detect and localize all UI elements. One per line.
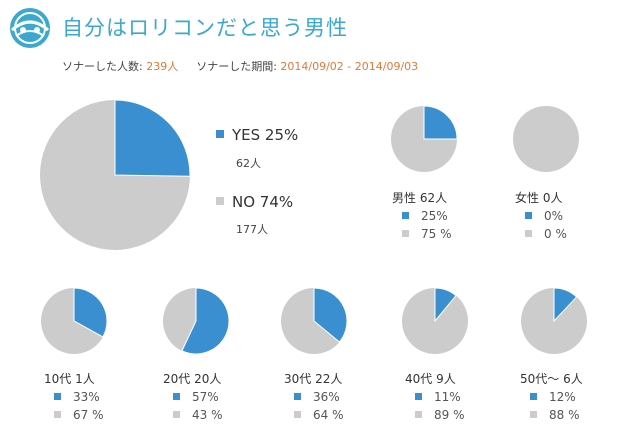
pie-20s-swatch-no <box>173 411 180 418</box>
pie-20s-swatch-yes <box>173 393 180 400</box>
pie-male-pct-no-text: 75 % <box>421 227 452 241</box>
respondents-value: 239人 <box>146 60 179 73</box>
pie-30s-swatch-no <box>294 411 301 418</box>
pie-male-pct-no: 75 % <box>402 227 452 241</box>
period-label: ソナーした期間: <box>196 60 281 73</box>
sonar-logo-icon <box>10 8 50 48</box>
pie-male-swatch-no <box>402 230 409 237</box>
pie-male-slice-yes <box>423 105 458 140</box>
pie-30s-slice-yes <box>313 287 348 343</box>
pie-50s-plus-pct-no: 88 % <box>530 408 580 422</box>
pie-40s-swatch-no <box>415 411 422 418</box>
legend-no: NO 74% <box>216 193 293 211</box>
pie-50s-plus-group-label: 50代～ 6人 <box>520 372 583 386</box>
pie-female-swatch-yes <box>525 212 532 219</box>
legend-no-swatch <box>216 197 224 205</box>
pie-male-pct-yes: 25% <box>402 209 448 223</box>
pie-50s-plus-slice-yes <box>553 287 578 323</box>
pie-30s-pct-no-text: 64 % <box>313 408 344 422</box>
pie-male-pct-yes-text: 25% <box>421 209 448 223</box>
pie-10s-pct-yes: 33% <box>54 390 100 404</box>
pie-30s-group-label: 30代 22人 <box>284 372 343 386</box>
pie-50s-plus-pct-yes: 12% <box>530 390 576 404</box>
pie-30s-chart <box>281 287 348 354</box>
pie-male-swatch-yes <box>402 212 409 219</box>
period-value: 2014/09/02 - 2014/09/03 <box>280 60 419 73</box>
pie-10s-swatch-no <box>54 411 61 418</box>
pie-female-chart <box>513 106 579 172</box>
pie-20s-pct-no: 43 % <box>173 408 223 422</box>
pie-10s-swatch-yes <box>54 393 61 400</box>
pie-40s-pct-yes-text: 11% <box>434 390 461 404</box>
pie-male-group-label: 男性 62人 <box>392 191 448 205</box>
pie-20s-pct-yes: 57% <box>173 390 219 404</box>
pie-female-pct-no: 0 % <box>525 227 567 241</box>
pie-female-swatch-no <box>525 230 532 237</box>
pie-10s-pct-yes-text: 33% <box>73 390 100 404</box>
pie-40s-slice-yes <box>434 287 457 323</box>
pie-male-chart <box>391 105 458 172</box>
respondents-label: ソナーした人数: <box>62 60 147 73</box>
pie-40s-group-label: 40代 9人 <box>405 372 456 386</box>
pie-50s-plus-swatch-yes <box>530 393 537 400</box>
legend-no-label: NO 74% <box>232 193 294 211</box>
pie-50s-plus-chart <box>521 287 587 354</box>
legend-yes-label: YES 25% <box>232 126 299 144</box>
legend-yes-swatch <box>216 130 224 138</box>
pie-40s-swatch-yes <box>415 393 422 400</box>
pie-10s-pct-no: 67 % <box>54 408 104 422</box>
pie-20s-slice-yes <box>181 287 230 355</box>
survey-meta: ソナーした人数: 239人 ソナーした期間: 2014/09/02 - 2014/… <box>62 58 418 74</box>
pie-female-pct-yes: 0% <box>525 209 563 223</box>
main-pie-slice-yes <box>114 99 191 177</box>
pie-10s-slice-yes <box>73 287 108 338</box>
pie-female-slice-no <box>513 106 579 172</box>
pie-female-pct-yes-text: 0% <box>544 209 564 223</box>
legend-yes: YES 25% <box>216 126 298 144</box>
pie-30s-pct-yes-text: 36% <box>313 390 340 404</box>
pie-20s-chart <box>163 287 230 355</box>
pie-30s-swatch-yes <box>294 393 301 400</box>
legend-no-count: 177人 <box>236 223 268 236</box>
pie-female-pct-no-text: 0 % <box>544 227 567 241</box>
pie-30s-pct-no: 64 % <box>294 408 344 422</box>
pie-50s-plus-swatch-no <box>530 411 537 418</box>
legend-yes-count: 62人 <box>236 157 261 170</box>
pie-40s-pct-no-text: 89 % <box>434 408 465 422</box>
pie-50s-plus-pct-no-text: 88 % <box>549 408 580 422</box>
pie-20s-pct-no-text: 43 % <box>192 408 223 422</box>
pie-20s-pct-yes-text: 57% <box>192 390 219 404</box>
pie-40s-chart <box>402 287 468 354</box>
pie-20s-group-label: 20代 20人 <box>163 372 222 386</box>
pie-40s-pct-no: 89 % <box>415 408 465 422</box>
main-pie-chart <box>40 99 191 250</box>
pie-female-group-label: 女性 0人 <box>515 191 563 205</box>
pie-10s-group-label: 10代 1人 <box>44 372 95 386</box>
pie-40s-pct-yes: 11% <box>415 390 461 404</box>
pie-10s-chart <box>41 287 108 354</box>
pie-30s-pct-yes: 36% <box>294 390 340 404</box>
pie-50s-plus-pct-yes-text: 12% <box>549 390 576 404</box>
page-title: 自分はロリコンだと思う男性 <box>62 16 348 40</box>
pie-10s-pct-no-text: 67 % <box>73 408 104 422</box>
